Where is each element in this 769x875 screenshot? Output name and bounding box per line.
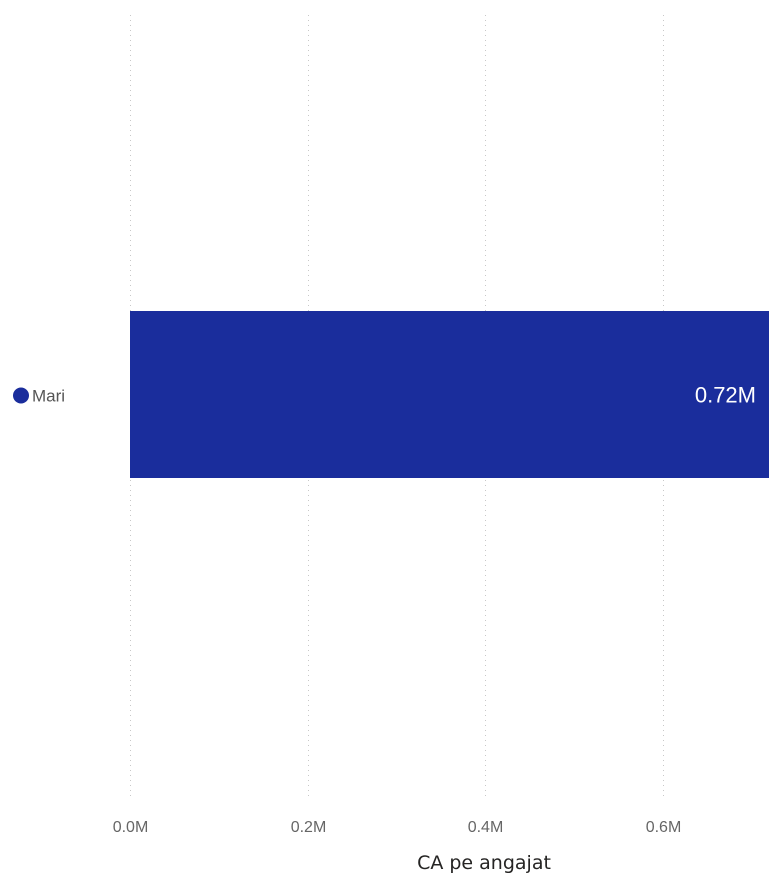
data-label: 0.72M xyxy=(695,383,756,408)
x-tick-label: 0.6M xyxy=(646,819,682,836)
category-marker-icon xyxy=(13,387,29,404)
x-tick-label: 0.0M xyxy=(113,819,149,836)
gridlines xyxy=(130,15,664,800)
bars: 0.72M xyxy=(130,311,769,478)
x-tick-label: 0.4M xyxy=(468,819,504,836)
x-axis-ticks: 0.0M 0.2M 0.4M 0.6M xyxy=(113,819,682,836)
category-axis: Mari xyxy=(13,387,65,406)
x-axis-title: CA pe angajat xyxy=(417,852,551,874)
category-label: Mari xyxy=(32,387,65,406)
x-tick-label: 0.2M xyxy=(291,819,327,836)
bar[interactable] xyxy=(130,311,769,478)
